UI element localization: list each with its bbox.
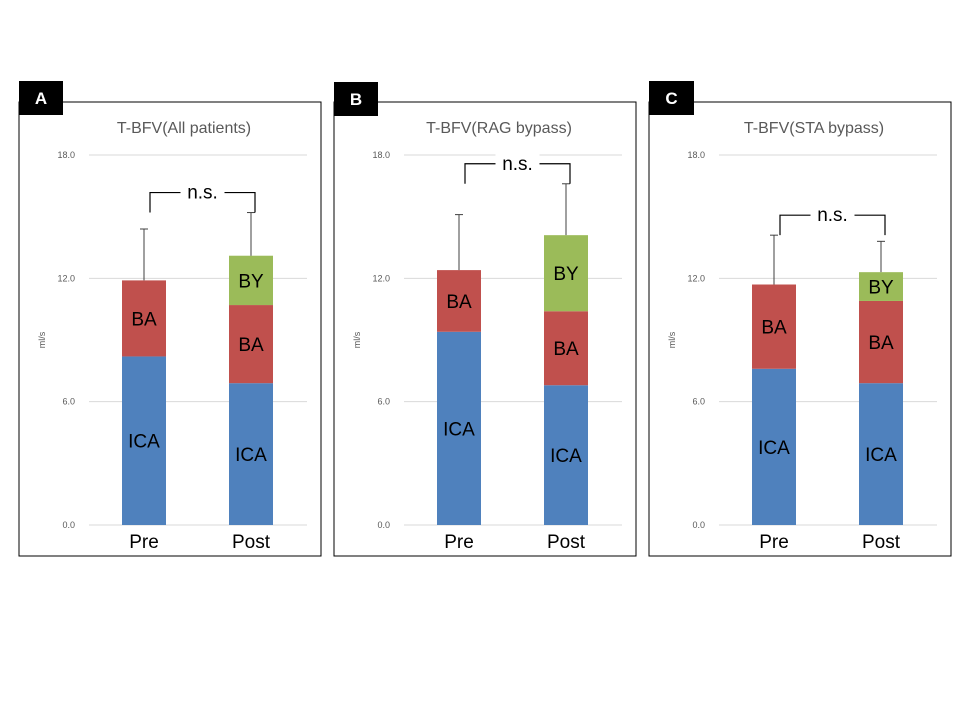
significance-label: n.s. bbox=[502, 154, 533, 175]
significance-label-bg bbox=[495, 151, 540, 172]
y-tick-label: 6.0 bbox=[62, 397, 75, 407]
panel-frame bbox=[648, 101, 952, 557]
y-tick-label: 18.0 bbox=[372, 150, 390, 160]
bar-segment-ica bbox=[859, 383, 903, 525]
bar-segment-ba bbox=[752, 284, 796, 369]
x-category-label: Pre bbox=[759, 532, 789, 553]
panel-letter-badge bbox=[334, 82, 378, 116]
y-axis-label: ml/s bbox=[352, 331, 362, 348]
chart-title: T-BFV(STA bypass) bbox=[744, 120, 884, 137]
bar-segment-ica bbox=[437, 331, 481, 525]
bar-segment-by bbox=[544, 235, 588, 312]
y-axis-label: ml/s bbox=[667, 331, 677, 348]
bar-segment-ica bbox=[229, 383, 273, 525]
bar-segment-ba bbox=[859, 300, 903, 384]
y-tick-label: 18.0 bbox=[57, 150, 75, 160]
significance-label-bg bbox=[180, 180, 225, 201]
y-tick-label: 6.0 bbox=[692, 397, 705, 407]
y-tick-label: 6.0 bbox=[377, 397, 390, 407]
chart-panel-c: C T-BFV(STA bypass) 0.0 6.0 12.0 18.0 ml/s ICA B… bbox=[648, 81, 952, 557]
segment-label-ica: ICA bbox=[235, 445, 267, 466]
segment-label-ica: ICA bbox=[128, 432, 160, 453]
panel-frame bbox=[18, 101, 322, 557]
panel-letter-badge bbox=[649, 81, 694, 115]
x-category-label: Pre bbox=[444, 532, 474, 553]
panel-frame bbox=[333, 101, 637, 557]
segment-label-ba: BA bbox=[446, 292, 472, 313]
segment-label-ica: ICA bbox=[443, 419, 475, 440]
y-tick-label: 0.0 bbox=[377, 520, 390, 530]
panel-letter: B bbox=[350, 90, 362, 109]
significance-label-bg bbox=[810, 203, 855, 224]
bar-segment-by bbox=[229, 255, 273, 306]
bar-segment-ica bbox=[544, 385, 588, 525]
x-category-label: Post bbox=[862, 532, 901, 553]
chart-panel-a: A T-BFV(All patients) 0.0 6.0 12.0 18.0 ml/s IC… bbox=[18, 81, 322, 557]
bar-segment-ba bbox=[229, 305, 273, 384]
chart-panel-b: B T-BFV(RAG bypass) 0.0 6.0 12.0 18.0 ml/s ICA B… bbox=[333, 82, 637, 557]
chart-title: T-BFV(All patients) bbox=[117, 120, 251, 137]
y-tick-label: 12.0 bbox=[372, 273, 390, 283]
segment-label-ba: BA bbox=[761, 318, 787, 339]
segment-label-ba: BA bbox=[868, 333, 894, 354]
significance-label: n.s. bbox=[817, 205, 848, 226]
panel-letter: A bbox=[35, 89, 47, 108]
segment-label-ba: BA bbox=[238, 335, 264, 356]
chart-title: T-BFV(RAG bypass) bbox=[426, 120, 572, 137]
bar-segment-ba bbox=[122, 280, 166, 357]
segment-label-ica: ICA bbox=[758, 438, 790, 459]
x-category-label: Post bbox=[232, 532, 271, 553]
segment-label-by: BY bbox=[868, 278, 894, 299]
bar-segment-ba bbox=[437, 270, 481, 332]
y-tick-label: 18.0 bbox=[687, 150, 705, 160]
bar-segment-ba bbox=[544, 311, 588, 386]
panel-letter-badge bbox=[19, 81, 63, 115]
bar-segment-ica bbox=[752, 368, 796, 525]
bar-segment-ica bbox=[122, 356, 166, 525]
segment-label-ica: ICA bbox=[865, 445, 897, 466]
panel-letter: C bbox=[665, 89, 677, 108]
significance-label: n.s. bbox=[187, 183, 218, 204]
segment-label-ba: BA bbox=[553, 339, 579, 360]
segment-label-by: BY bbox=[553, 264, 579, 285]
x-category-label: Post bbox=[547, 532, 586, 553]
segment-label-ica: ICA bbox=[550, 446, 582, 467]
segment-label-by: BY bbox=[238, 271, 264, 292]
segment-label-ba: BA bbox=[131, 309, 157, 330]
y-tick-label: 12.0 bbox=[57, 273, 75, 283]
y-tick-label: 0.0 bbox=[692, 520, 705, 530]
y-axis-label: ml/s bbox=[37, 331, 47, 348]
bar-segment-by bbox=[859, 272, 903, 301]
y-tick-label: 0.0 bbox=[62, 520, 75, 530]
x-category-label: Pre bbox=[129, 532, 159, 553]
y-tick-label: 12.0 bbox=[687, 273, 705, 283]
